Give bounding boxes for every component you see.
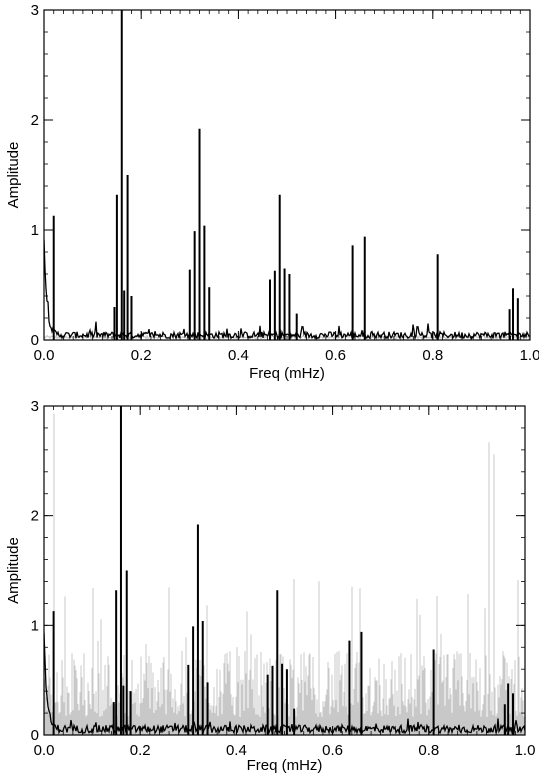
plot-area: [44, 406, 525, 735]
series-0-spectrum: [44, 406, 525, 735]
x-tick-label: 0.4: [226, 742, 247, 759]
x-tick-label: 0.8: [422, 347, 443, 364]
y-tick-label: 1: [31, 222, 39, 239]
x-tick-label: 1.0: [515, 742, 536, 759]
y-tick-label: 0: [31, 727, 39, 744]
y-tick-label: 2: [31, 508, 39, 525]
y-tick-label: 1: [31, 617, 39, 634]
x-tick-label: 0.0: [34, 742, 55, 759]
y-axis-label: Amplitude: [5, 142, 22, 209]
series-0-spectrum: [44, 10, 530, 340]
x-axis-label: Freq (mHz): [247, 757, 323, 774]
top-panel: 0.0 0.2 0.4 0.6 0.8 1.0 0 1 2 3 Freq (mHz) Amplitud…: [5, 2, 539, 382]
y-tick-label: 0: [31, 332, 39, 349]
x-tick-label: 0.6: [322, 742, 343, 759]
y-tick-label: 2: [31, 112, 39, 129]
x-tick-label: 0.6: [325, 347, 346, 364]
x-tick-label: 0.0: [34, 347, 55, 364]
x-axis-label: Freq (mHz): [249, 365, 325, 382]
plot-area: [44, 10, 530, 340]
bottom-panel: 0.0 0.2 0.4 0.6 0.8 1.0 0 1 2 3 Freq (mHz) Amplitud…: [5, 398, 535, 774]
y-tick-label: 3: [31, 398, 39, 415]
x-tick-label: 0.4: [228, 347, 249, 364]
x-tick-label: 0.2: [131, 347, 152, 364]
y-tick-label: 3: [31, 2, 39, 19]
y-axis-label: Amplitude: [5, 537, 22, 604]
x-tick-label: 1.0: [520, 347, 539, 364]
x-tick-label: 0.8: [418, 742, 439, 759]
x-tick-label: 0.2: [130, 742, 151, 759]
